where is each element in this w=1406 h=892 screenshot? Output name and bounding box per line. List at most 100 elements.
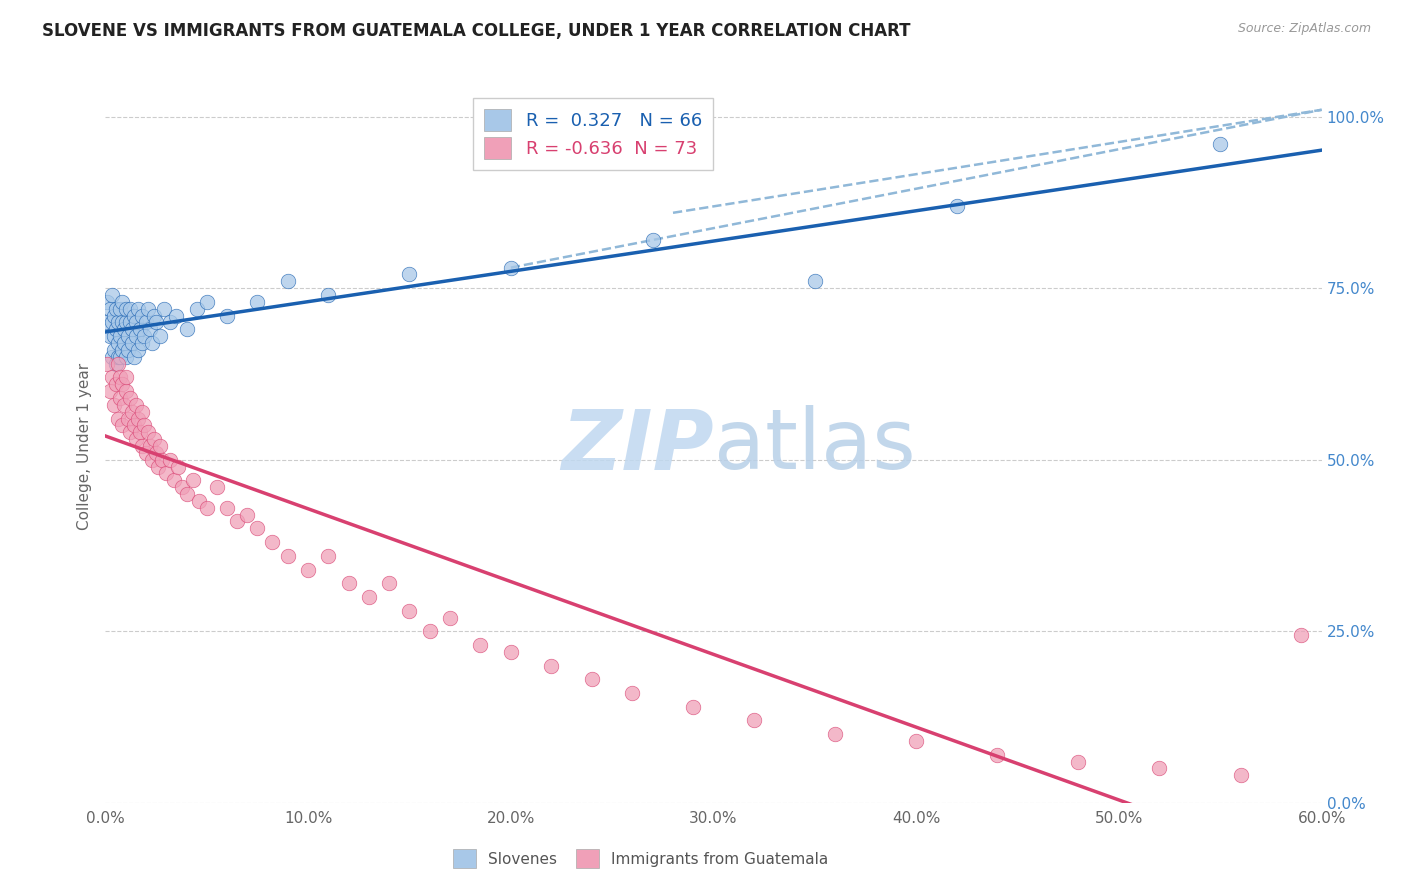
Point (132, 329, 155, 343)
Point (98, 384, 121, 398)
Text: SLOVENE VS IMMIGRANTS FROM GUATEMALA COLLEGE, UNDER 1 YEAR CORRELATION CHART: SLOVENE VS IMMIGRANTS FROM GUATEMALA COL… (42, 22, 911, 40)
Point (141, 336, 163, 351)
Point (118, 316, 141, 330)
Point (100, 370, 122, 384)
Point (318, 288, 340, 302)
Point (155, 467, 177, 481)
Point (621, 686, 644, 700)
Point (499, 260, 522, 275)
Point (163, 473, 186, 487)
Point (439, 610, 461, 624)
Point (100, 350, 122, 364)
Point (905, 734, 928, 748)
Point (103, 309, 125, 323)
Point (150, 452, 173, 467)
Point (187, 494, 209, 508)
Point (111, 294, 134, 309)
Point (121, 336, 143, 351)
Point (104, 301, 127, 316)
Point (145, 316, 167, 330)
Point (112, 322, 135, 336)
Legend: Slovenes, Immigrants from Guatemala: Slovenes, Immigrants from Guatemala (444, 840, 837, 877)
Point (398, 604, 420, 618)
Point (122, 309, 145, 323)
Point (186, 301, 208, 316)
Point (136, 425, 159, 440)
Point (100, 288, 122, 302)
Point (108, 370, 131, 384)
Point (96, 357, 118, 371)
Point (153, 301, 176, 316)
Point (499, 645, 522, 659)
Point (103, 343, 125, 357)
Point (945, 199, 967, 213)
Point (176, 322, 198, 336)
Point (146, 459, 169, 474)
Point (136, 301, 159, 316)
Point (540, 658, 562, 673)
Point (195, 294, 218, 309)
Point (114, 370, 136, 384)
Point (145, 446, 167, 460)
Point (141, 452, 163, 467)
Point (419, 624, 441, 639)
Point (117, 343, 139, 357)
Point (127, 411, 149, 425)
Point (149, 329, 172, 343)
Point (98, 329, 121, 343)
Point (135, 446, 157, 460)
Point (117, 329, 139, 343)
Point (125, 432, 148, 446)
Point (135, 316, 157, 330)
Point (165, 309, 187, 323)
Point (112, 398, 135, 412)
Point (122, 350, 145, 364)
Point (297, 562, 319, 576)
Point (172, 480, 194, 494)
Point (98, 301, 121, 316)
Point (378, 576, 401, 591)
Point (127, 343, 149, 357)
Point (103, 329, 125, 343)
Point (111, 377, 134, 392)
Point (104, 322, 127, 336)
Point (246, 294, 269, 309)
Point (121, 405, 143, 419)
Point (125, 316, 148, 330)
Point (107, 350, 129, 364)
Point (111, 316, 134, 330)
Text: atlas: atlas (713, 406, 915, 486)
Point (122, 418, 145, 433)
Point (114, 301, 136, 316)
Point (277, 549, 299, 563)
Point (742, 714, 765, 728)
Text: ZIP: ZIP (561, 406, 713, 486)
Point (114, 350, 136, 364)
Point (236, 508, 259, 522)
Point (581, 673, 603, 687)
Point (337, 576, 360, 591)
Point (682, 699, 704, 714)
Point (112, 336, 135, 351)
Point (1229, 768, 1251, 782)
Point (103, 398, 125, 412)
Point (107, 411, 129, 425)
Point (167, 459, 190, 474)
Point (127, 301, 149, 316)
Point (1291, 628, 1313, 642)
Point (143, 309, 166, 323)
Point (108, 301, 131, 316)
Point (104, 357, 127, 371)
Y-axis label: College, Under 1 year: College, Under 1 year (77, 362, 93, 530)
Point (108, 391, 131, 405)
Point (96, 316, 118, 330)
Point (125, 398, 148, 412)
Point (125, 329, 148, 343)
Point (804, 274, 827, 288)
Point (1149, 762, 1171, 776)
Point (143, 432, 166, 446)
Point (217, 500, 239, 515)
Point (195, 500, 218, 515)
Point (118, 301, 141, 316)
Point (114, 384, 136, 398)
